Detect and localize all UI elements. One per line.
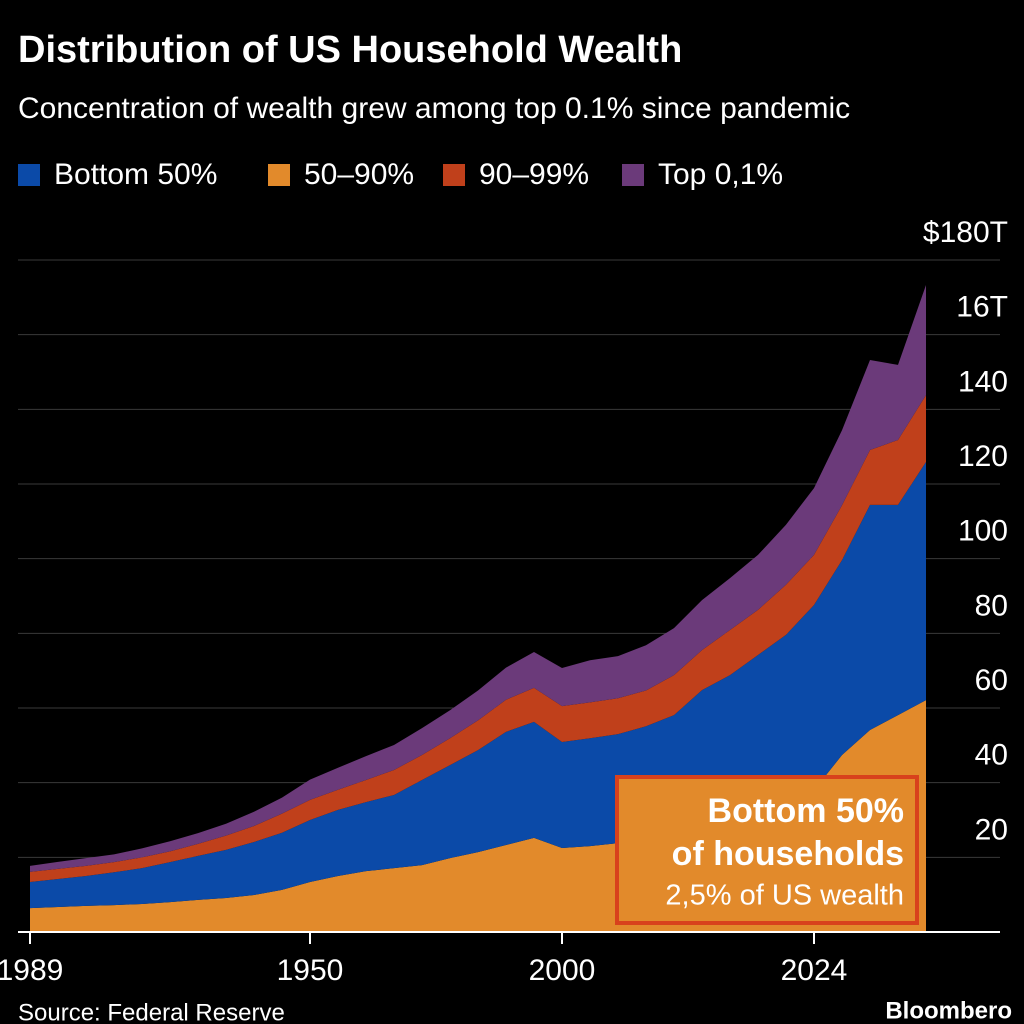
brand: Bloombero [885, 997, 1012, 1024]
y-tick-label: 60 [975, 664, 1008, 697]
x-tick-label: 2000 [529, 954, 596, 987]
x-tick-label: 2024 [781, 954, 848, 987]
annotation-text: 2,5% of US wealth [665, 880, 904, 912]
y-tick-label: 20 [975, 813, 1008, 846]
y-tick-label: 40 [975, 739, 1008, 772]
chart-subtitle: Concentration of wealth grew among top 0… [18, 92, 850, 125]
annotation-text: of households [672, 835, 904, 873]
legend-label: Top 0,1% [658, 158, 783, 191]
y-tick-label: 140 [958, 365, 1008, 398]
legend-label: 90–99% [479, 158, 589, 191]
legend-swatch [268, 164, 290, 186]
legend-label: Bottom 50% [54, 158, 217, 191]
source: Source: Federal Reserve [18, 999, 285, 1024]
x-tick-label: 1950 [277, 954, 344, 987]
y-tick-label: 80 [975, 589, 1008, 622]
y-tick-label: 120 [958, 440, 1008, 473]
y-tick-label: 16T [956, 291, 1008, 324]
area [30, 395, 926, 882]
y-tick-label: 100 [958, 515, 1008, 548]
y-tick-label: $180T [923, 216, 1008, 249]
legend-swatch [18, 164, 40, 186]
legend-swatch [443, 164, 465, 186]
area [30, 285, 926, 872]
legend-label: 50–90% [304, 158, 414, 191]
annotation-text: Bottom 50% [708, 792, 904, 830]
legend-swatch [622, 164, 644, 186]
x-tick-label: 1989 [0, 954, 63, 987]
chart-title: Distribution of US Household Wealth [18, 29, 682, 71]
annotation-box [615, 775, 919, 925]
